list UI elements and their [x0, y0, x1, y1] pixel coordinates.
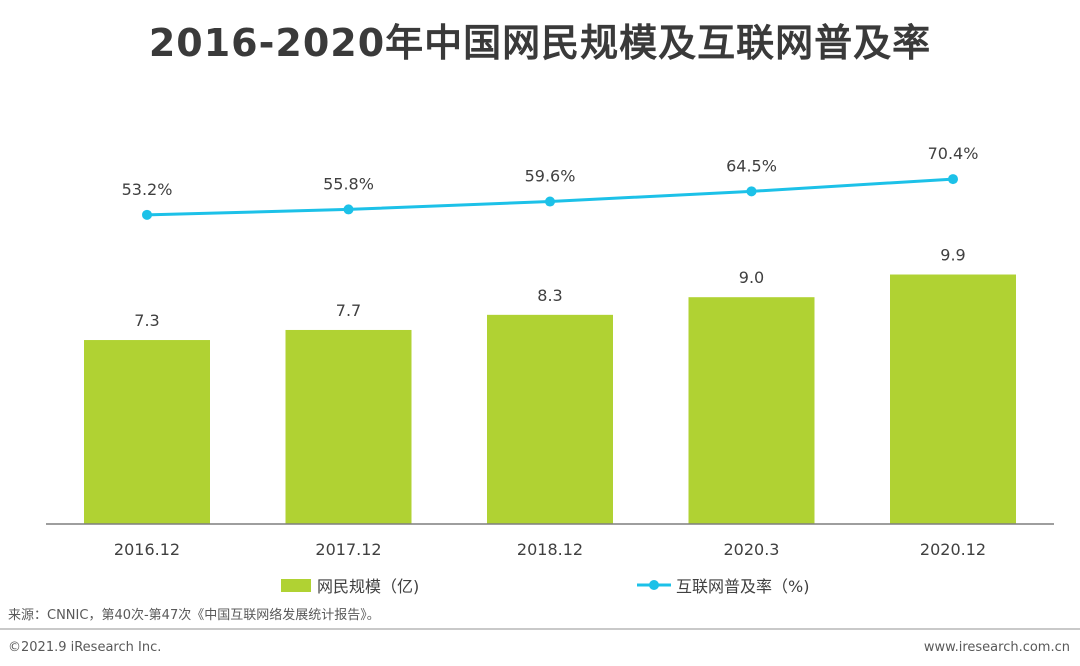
- website-text: www.iresearch.com.cn: [923, 640, 1070, 655]
- bar-value-label: 7.7: [336, 301, 361, 320]
- line-value-label: 70.4%: [928, 144, 979, 163]
- line-point: [545, 196, 555, 207]
- legend-line-label: 互联网普及率（%): [676, 577, 809, 596]
- bar: [285, 329, 412, 524]
- legend-bar-label: 网民规模（亿): [317, 577, 419, 596]
- bar-value-label: 9.9: [940, 246, 965, 265]
- line-point: [343, 204, 354, 215]
- line-point: [948, 174, 958, 185]
- legend: 网民规模（亿) 互联网普及率（%): [281, 577, 809, 596]
- line-value-label: 53.2%: [122, 180, 173, 199]
- legend-line-marker: [649, 580, 659, 590]
- chart-title: 2016-2020年中国网民规模及互联网普及率: [148, 21, 932, 65]
- line-value-label: 64.5%: [726, 156, 777, 175]
- line-point: [142, 209, 152, 220]
- bar-value-label: 9.0: [739, 268, 764, 287]
- bar: [688, 297, 815, 524]
- x-axis-tick-label: 2018.12: [517, 540, 583, 559]
- copyright-text: ©2021.9 iResearch Inc.: [8, 640, 162, 655]
- line-value-label: 55.8%: [323, 174, 374, 193]
- source-note: 来源：CNNIC，第40次-第47次《中国互联网络发展统计报告》。: [8, 608, 380, 623]
- bar-value-labels: 7.3 7.7 8.3 9.0 9.9: [134, 246, 965, 331]
- bar: [890, 274, 1016, 524]
- line-point: [746, 186, 757, 197]
- line-value-label: 59.6%: [525, 167, 576, 186]
- x-axis-tick-label: 2020.12: [920, 540, 986, 559]
- line-points: [142, 174, 958, 220]
- line-value-labels: 53.2% 55.8% 59.6% 64.5% 70.4%: [122, 144, 979, 199]
- bar-value-label: 8.3: [537, 286, 562, 305]
- x-axis-tick-label: 2016.12: [114, 540, 180, 559]
- x-axis-tick-labels: 2016.12 2017.12 2018.12 2020.3 2020.12: [114, 540, 986, 559]
- bar: [487, 314, 613, 524]
- x-axis-tick-label: 2020.3: [724, 540, 780, 559]
- legend-bar-swatch: [281, 579, 311, 592]
- bar-series: [84, 274, 1016, 524]
- bar: [84, 340, 210, 524]
- footer-divider: [0, 628, 1080, 630]
- x-axis-tick-label: 2017.12: [315, 540, 381, 559]
- bar-value-label: 7.3: [134, 311, 159, 330]
